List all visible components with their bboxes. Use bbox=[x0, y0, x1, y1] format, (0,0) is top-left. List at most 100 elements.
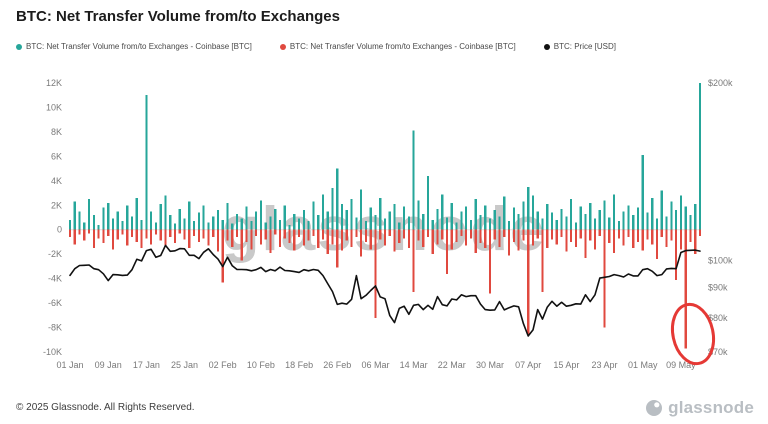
inflow-bar[interactable] bbox=[278, 219, 282, 230]
legend-item-outflow[interactable]: BTC: Net Transfer Volume from/to Exchang… bbox=[279, 42, 516, 51]
outflow-bar[interactable] bbox=[445, 229, 449, 274]
outflow-bar[interactable] bbox=[383, 229, 387, 246]
outflow-bar[interactable] bbox=[579, 229, 582, 239]
outflow-bar[interactable] bbox=[350, 229, 353, 247]
outflow-bar[interactable] bbox=[698, 229, 702, 236]
inflow-bar[interactable] bbox=[598, 210, 601, 230]
outflow-bar[interactable] bbox=[684, 229, 687, 349]
outflow-bar[interactable] bbox=[465, 229, 468, 246]
outflow-bar[interactable] bbox=[345, 229, 348, 241]
outflow-bar[interactable] bbox=[173, 229, 177, 244]
inflow-bar[interactable] bbox=[436, 208, 439, 230]
outflow-bar[interactable] bbox=[570, 229, 573, 242]
outflow-bar[interactable] bbox=[102, 229, 105, 244]
outflow-bar[interactable] bbox=[331, 229, 334, 245]
inflow-bar[interactable] bbox=[694, 204, 697, 230]
inflow-bar[interactable] bbox=[264, 222, 267, 230]
inflow-bar[interactable] bbox=[97, 224, 100, 230]
outflow-bar[interactable] bbox=[469, 229, 473, 239]
inflow-bar[interactable] bbox=[216, 210, 220, 230]
outflow-bar[interactable] bbox=[283, 229, 286, 239]
inflow-bar[interactable] bbox=[78, 211, 81, 230]
inflow-bar[interactable] bbox=[570, 199, 573, 230]
inflow-bar[interactable] bbox=[345, 210, 348, 230]
inflow-bar[interactable] bbox=[164, 195, 167, 230]
outflow-bar[interactable] bbox=[83, 229, 86, 241]
inflow-bar[interactable] bbox=[379, 197, 382, 230]
inflow-bar[interactable] bbox=[87, 199, 91, 230]
outflow-bar[interactable] bbox=[212, 229, 215, 238]
inflow-bar[interactable] bbox=[145, 95, 148, 230]
inflow-bar[interactable] bbox=[455, 222, 458, 230]
outflow-bar[interactable] bbox=[417, 229, 420, 241]
outflow-bar[interactable] bbox=[560, 229, 563, 238]
inflow-bar[interactable] bbox=[474, 199, 477, 230]
outflow-bar[interactable] bbox=[154, 229, 158, 235]
outflow-bar[interactable] bbox=[412, 229, 415, 293]
outflow-bar[interactable] bbox=[484, 229, 487, 249]
inflow-bar[interactable] bbox=[608, 217, 611, 230]
inflow-bar[interactable] bbox=[422, 213, 425, 230]
outflow-bar[interactable] bbox=[694, 229, 697, 255]
outflow-bar[interactable] bbox=[574, 229, 578, 247]
outflow-bar[interactable] bbox=[140, 229, 143, 249]
outflow-bar[interactable] bbox=[250, 229, 253, 250]
outflow-bar[interactable] bbox=[130, 229, 134, 238]
inflow-bar[interactable] bbox=[388, 211, 391, 230]
outflow-bar[interactable] bbox=[269, 229, 272, 253]
outflow-bar[interactable] bbox=[288, 229, 291, 244]
outflow-bar[interactable] bbox=[321, 229, 325, 240]
inflow-bar[interactable] bbox=[665, 216, 668, 230]
legend-item-inflow[interactable]: BTC: Net Transfer Volume from/to Exchang… bbox=[16, 42, 252, 51]
outflow-bar[interactable] bbox=[431, 229, 434, 255]
inflow-bar[interactable] bbox=[221, 219, 224, 230]
outflow-bar[interactable] bbox=[374, 229, 377, 318]
inflow-bar[interactable] bbox=[660, 190, 663, 230]
outflow-bar[interactable] bbox=[360, 229, 363, 257]
outflow-bar[interactable] bbox=[73, 229, 76, 245]
inflow-bar[interactable] bbox=[350, 199, 353, 230]
inflow-bar[interactable] bbox=[426, 175, 430, 230]
inflow-bar[interactable] bbox=[83, 222, 86, 230]
outflow-bar[interactable] bbox=[517, 229, 520, 251]
inflow-bar[interactable] bbox=[121, 221, 124, 230]
outflow-bar[interactable] bbox=[221, 229, 224, 283]
outflow-bar[interactable] bbox=[226, 229, 229, 241]
inflow-bar[interactable] bbox=[527, 186, 530, 230]
outflow-bar[interactable] bbox=[546, 229, 549, 249]
inflow-bar[interactable] bbox=[498, 216, 501, 230]
inflow-bar[interactable] bbox=[560, 208, 563, 230]
inflow-bar[interactable] bbox=[579, 206, 582, 230]
inflow-bar[interactable] bbox=[355, 217, 358, 230]
inflow-bar[interactable] bbox=[169, 215, 172, 230]
inflow-bar[interactable] bbox=[360, 189, 363, 230]
inflow-bar[interactable] bbox=[465, 206, 468, 230]
outflow-bar[interactable] bbox=[550, 229, 554, 240]
inflow-bar[interactable] bbox=[369, 207, 372, 230]
inflow-bar[interactable] bbox=[517, 213, 520, 230]
outflow-bar[interactable] bbox=[369, 229, 372, 250]
inflow-bar[interactable] bbox=[670, 201, 673, 230]
inflow-bar[interactable] bbox=[288, 224, 291, 230]
outflow-bar[interactable] bbox=[531, 229, 535, 246]
outflow-bar[interactable] bbox=[498, 229, 501, 247]
outflow-bar[interactable] bbox=[111, 229, 115, 250]
outflow-bar[interactable] bbox=[541, 229, 544, 293]
outflow-bar[interactable] bbox=[336, 229, 339, 268]
outflow-bar[interactable] bbox=[488, 229, 492, 294]
inflow-bar[interactable] bbox=[116, 211, 119, 230]
outflow-bar[interactable] bbox=[178, 229, 181, 234]
outflow-bar[interactable] bbox=[326, 229, 329, 255]
outflow-bar[interactable] bbox=[422, 229, 425, 247]
outflow-bar[interactable] bbox=[87, 229, 91, 234]
inflow-bar[interactable] bbox=[589, 202, 592, 230]
outflow-bar[interactable] bbox=[78, 229, 81, 235]
outflow-bar[interactable] bbox=[107, 229, 110, 236]
outflow-bar[interactable] bbox=[474, 229, 477, 253]
inflow-bar[interactable] bbox=[541, 218, 544, 230]
outflow-bar[interactable] bbox=[536, 229, 539, 239]
outflow-bar[interactable] bbox=[402, 229, 406, 239]
inflow-bar[interactable] bbox=[274, 208, 277, 230]
inflow-bar[interactable] bbox=[173, 223, 177, 230]
